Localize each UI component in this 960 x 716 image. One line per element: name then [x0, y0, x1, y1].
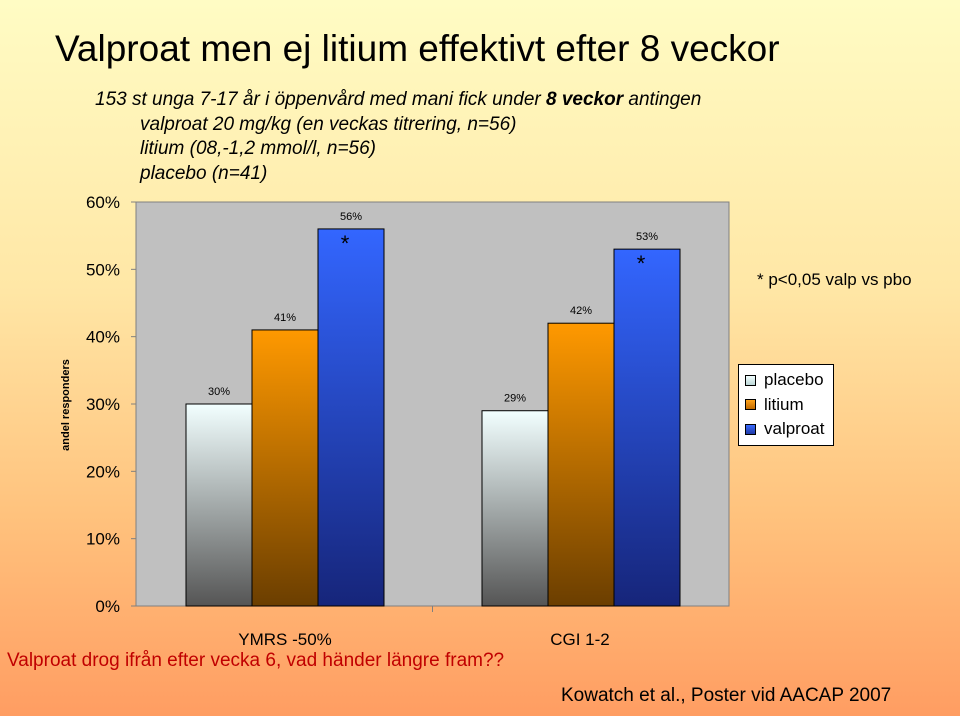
y-tick-label: 40%	[86, 328, 120, 347]
bar-valproat	[317, 228, 385, 607]
x-category-label: CGI 1-2	[550, 630, 610, 649]
legend-label-litium: litium	[764, 394, 804, 414]
bar-placebo	[481, 410, 549, 607]
data-label-litium: 41%	[274, 312, 296, 324]
y-tick-label: 50%	[86, 260, 120, 279]
legend: placebo litium valproat	[738, 364, 834, 446]
bar-valproat	[613, 248, 681, 607]
significance-star: *	[341, 231, 350, 256]
significance-star: *	[637, 251, 646, 276]
subtitle-line-2: valproat 20 mg/kg (en veckas titrering, …	[140, 113, 517, 135]
legend-label-placebo: placebo	[764, 370, 824, 390]
y-tick-label: 10%	[86, 530, 120, 549]
y-tick-label: 60%	[86, 193, 120, 212]
legend-item-valproat: valproat	[745, 417, 833, 442]
subtitle-line-4: placebo (n=41)	[140, 162, 268, 184]
slide-title: Valproat men ej litium effektivt efter 8…	[55, 28, 780, 69]
y-tick-label: 0%	[95, 597, 120, 616]
data-label-valproat: 53%	[636, 231, 658, 243]
subtitle-line-3: litium (08,-1,2 mmol/l, n=56)	[140, 138, 376, 159]
subtitle-line-1: 153 st unga 7-17 år i öppenvård med mani…	[95, 89, 702, 110]
bar-litium	[251, 329, 319, 607]
bar-litium	[547, 322, 615, 607]
follow-up-question: Valproat drog ifrån efter vecka 6, vad h…	[7, 650, 505, 671]
data-label-litium: 42%	[570, 305, 592, 317]
study-description: 153 st unga 7-17 år i öppenvård med mani…	[95, 88, 701, 186]
source-citation: Kowatch et al., Poster vid AACAP 2007	[561, 685, 892, 706]
legend-item-placebo: placebo	[745, 368, 833, 393]
y-tick-label: 20%	[86, 462, 120, 481]
legend-item-litium: litium	[745, 393, 833, 418]
significance-note: * p<0,05 valp vs pbo	[757, 270, 912, 289]
data-label-placebo: 29%	[504, 393, 526, 405]
y-tick-label: 30%	[86, 395, 120, 414]
legend-swatch-litium	[745, 399, 756, 411]
x-category-label: YMRS -50%	[238, 630, 332, 649]
legend-label-valproat: valproat	[764, 419, 825, 439]
data-label-placebo: 30%	[208, 386, 230, 398]
data-label-valproat: 56%	[340, 211, 362, 223]
legend-swatch-valproat	[745, 423, 756, 435]
bar-placebo	[185, 403, 253, 607]
legend-swatch-placebo	[745, 374, 756, 386]
